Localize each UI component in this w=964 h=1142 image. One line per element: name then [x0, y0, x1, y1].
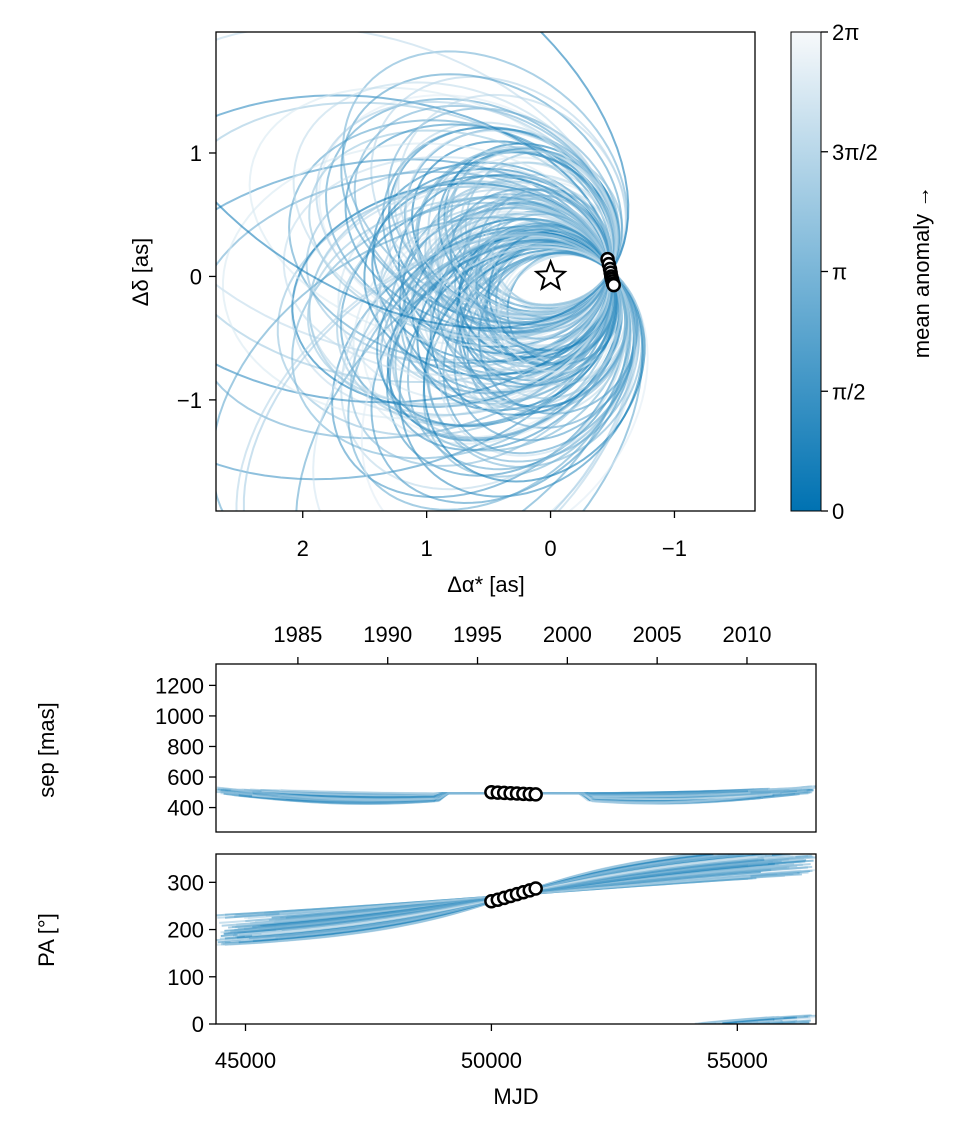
star-marker	[533, 258, 568, 291]
sky-orbit-panel: 2 1 0 −1 1 0 −1 Δα* [as] Δδ [as]	[128, 31, 756, 597]
y-tick-label: 600	[167, 765, 204, 790]
y-tick-label: 1200	[155, 673, 204, 698]
orbit-trace	[288, 119, 613, 365]
orbit-trace	[363, 174, 611, 377]
orbit-trace	[292, 81, 617, 340]
orbit-trace	[389, 207, 613, 395]
colorbar-ticks: 0 π/2 π 3π/2 2π	[821, 20, 878, 524]
colorbar-tick-label: π/2	[832, 379, 866, 404]
separation-observations	[484, 785, 543, 802]
orbit-trace	[429, 226, 622, 410]
colorbar-gradient	[790, 31, 822, 512]
colorbar: 0 π/2 π 3π/2 2π mean anomaly →	[790, 20, 934, 524]
orbit-trace	[370, 240, 635, 505]
sky-orbit-frame	[215, 31, 756, 512]
x-tick-label: 45000	[215, 1048, 276, 1073]
sky-orbit-x-axis: 2 1 0 −1	[297, 511, 687, 561]
position-angle-xlabel: MJD	[493, 1084, 538, 1109]
orbit-trace	[449, 187, 610, 326]
sky-orbit-y-axis: 1 0 −1	[177, 141, 216, 413]
y-tick-label: 800	[167, 734, 204, 759]
x-tick-label: 1	[421, 536, 433, 561]
observation-point	[606, 277, 621, 293]
position-angle-trace	[231, 854, 774, 1024]
colorbar-tick-label: 3π/2	[832, 140, 878, 165]
separation-ylabel: sep [mas]	[34, 702, 59, 797]
top-tick-label: 2005	[633, 622, 682, 647]
orbit-trace	[340, 73, 623, 324]
y-tick-label: 300	[167, 870, 204, 895]
colorbar-tick-label: 2π	[832, 20, 859, 45]
orbit-trace	[222, 142, 611, 420]
x-tick-label: 2	[297, 536, 309, 561]
x-tick-label: 0	[544, 536, 556, 561]
orbit-trace	[436, 176, 612, 340]
colorbar-tick-label: 0	[832, 499, 844, 524]
orbit-trace	[282, 156, 610, 377]
orbit-trace	[397, 93, 628, 314]
colorbar-tick-label: π	[832, 260, 847, 285]
x-tick-label: −1	[662, 536, 687, 561]
position-angle-x-axis: 45000 50000 55000	[215, 1024, 768, 1073]
top-tick-label: 2000	[543, 622, 592, 647]
observation-point	[528, 881, 543, 896]
y-tick-label: 0	[190, 264, 202, 289]
orbit-trace	[491, 194, 613, 311]
separation-frame	[215, 663, 817, 833]
orbit-observations	[600, 251, 621, 293]
orbit-trace	[451, 242, 630, 420]
top-tick-label: 1990	[363, 622, 412, 647]
orbit-trace	[371, 167, 611, 363]
orbit-trace	[376, 225, 617, 428]
observation-point	[528, 787, 543, 802]
top-tick-label: 1985	[273, 622, 322, 647]
orbit-trace	[462, 193, 611, 333]
orbit-trace	[216, 32, 616, 362]
y-tick-label: 400	[167, 796, 204, 821]
position-angle-traces	[216, 854, 816, 1024]
sky-orbit-ylabel: Δδ [as]	[128, 238, 153, 307]
y-tick-label: 200	[167, 918, 204, 943]
separation-y-axis: 400 600 800 1000 1200	[155, 673, 216, 821]
orbit-trace	[437, 218, 617, 388]
orbit-trace	[426, 205, 612, 372]
orbit-trace	[347, 236, 632, 511]
separation-top-axis: 1985 1990 1995 2000 2005 2010	[273, 622, 771, 664]
y-tick-label: 1	[190, 141, 202, 166]
position-angle-y-axis: 0 100 200 300	[167, 870, 216, 1037]
y-tick-label: 100	[167, 965, 204, 990]
separation-panel: 1985 1990 1995 2000 2005 2010 400 600 800 1000 12…	[34, 622, 817, 833]
orbit-trace	[216, 32, 630, 330]
position-angle-frame	[215, 853, 817, 1025]
orbit-trace	[444, 149, 619, 316]
orbit-trace	[308, 180, 612, 416]
top-tick-label: 2010	[722, 622, 771, 647]
x-tick-label: 50000	[461, 1048, 522, 1073]
sky-orbit-xlabel: Δα* [as]	[447, 572, 525, 597]
y-tick-label: −1	[177, 388, 202, 413]
orbit-trace	[235, 234, 636, 511]
y-tick-label: 0	[192, 1012, 204, 1037]
orbit-trace	[291, 201, 617, 460]
position-angle-observations	[484, 881, 543, 909]
position-angle-panel: 45000 50000 55000 0 100 200 300 MJD PA [°]	[34, 853, 817, 1109]
position-angle-ylabel: PA [°]	[34, 913, 59, 967]
orbit-trace	[360, 245, 649, 511]
orbit-trace	[312, 241, 638, 511]
orbit-traces	[216, 32, 649, 511]
colorbar-label: mean anomaly →	[909, 186, 934, 358]
x-tick-label: 55000	[707, 1048, 768, 1073]
y-tick-label: 1000	[155, 704, 204, 729]
orbit-trace	[458, 222, 611, 359]
top-tick-label: 1995	[453, 622, 502, 647]
